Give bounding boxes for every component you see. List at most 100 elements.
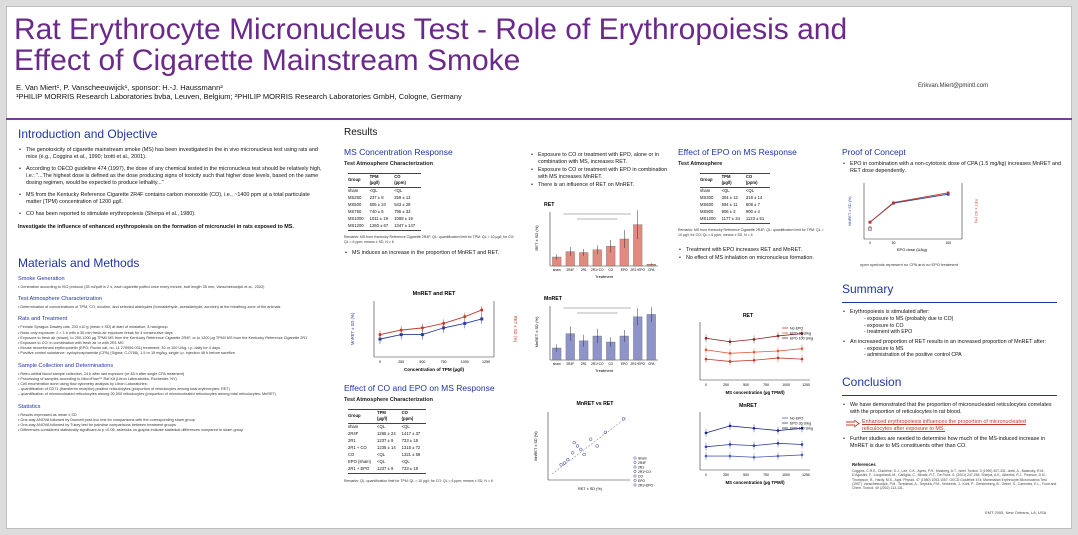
table-header-cell: Group [348, 173, 370, 188]
x-tick-label: sham [553, 268, 561, 272]
table-header-cell: TPM (µg/l) [721, 173, 746, 188]
x-tick-label: 30 [892, 241, 896, 245]
summary-bullet: Erythropoiesis is stimulated after: - ex… [842, 309, 1057, 336]
contact-email[interactable]: Erikvan.Miert@pmintl.com [918, 83, 989, 89]
methods-subheading: Smoke Generation [18, 276, 65, 282]
conclusion-arrow-text: Enhanced erythropoiesis influences the p… [862, 419, 1026, 432]
mnret-point [442, 326, 446, 330]
scatter-point [559, 463, 563, 467]
methods-line: • Determination of concentrations of TPM… [18, 305, 281, 310]
summary-rule [842, 302, 1057, 303]
x-axis-label: RET ± SD (%) [578, 487, 603, 491]
table-cell: 795 ± 33 [394, 209, 411, 214]
table-cell: <QL [369, 188, 378, 193]
data-point [776, 429, 780, 432]
x-tick-label: 1250 [482, 360, 490, 364]
x-tick-label: 2R1+EPO [631, 268, 646, 272]
results-heading: Results [344, 127, 378, 138]
ret-point [463, 315, 467, 319]
y-axis-label: RET ± SD (%) [513, 316, 518, 343]
scatter-point [570, 451, 575, 455]
intro-bullet: MS from the Kentucky Reference Cigarette… [18, 192, 323, 206]
methods-heading: Materials and Methods [18, 256, 140, 270]
table-row: sham <QL <QL [348, 424, 426, 432]
legend-label: 2R1+EPO [638, 484, 653, 488]
table-row: sham <QL <QL [700, 188, 770, 196]
ret-point [946, 191, 950, 195]
epo-ms-bullet: Treatment with EPO increases RET and MnR… [678, 247, 833, 254]
conclusion-bullets-2: Further studies are needed to determine … [842, 436, 1057, 450]
methods-subheading: Rats and Treatment [18, 316, 68, 323]
summary-sublist: - exposure to MS (probably due to CO) - … [850, 316, 1057, 336]
mnret-point [946, 192, 950, 196]
table-cell: 1260 ± 67 [369, 223, 395, 231]
summary-section: Summary Erythropoiesis is stimulated aft… [842, 282, 1057, 362]
ret-point [868, 220, 872, 224]
table-header-cell: Group [348, 409, 378, 424]
summary-sublist: - exposure to MS - administration of the… [850, 346, 1057, 359]
scatter-point [562, 461, 567, 465]
methods-subheading: Test Atmosphere Characterization [18, 296, 102, 303]
conclusion-bullet: We have demonstrated that the proportion… [842, 402, 1057, 416]
proof-heading: Proof of Concept [842, 147, 906, 157]
y-axis-label: MnRET ± SD (%) [848, 196, 852, 226]
table-cell: 1417 ± 37 [401, 431, 421, 436]
table-cell: 608 ± 7 [745, 202, 760, 207]
ms-conc-section: MS Concentration Response Test Atmospher… [344, 147, 524, 262]
mnret-point [420, 333, 424, 337]
table-cell: MS1000 [348, 216, 364, 221]
x-tick-label: 2R4F [566, 268, 574, 272]
table-cell: <QL [745, 188, 754, 193]
intro-section: Introduction and Objective The genotoxic… [18, 127, 328, 231]
control-point [868, 227, 872, 231]
legend-label: No EPO [790, 417, 803, 421]
table-cell: 594 ± 11 [721, 202, 738, 207]
table-row: 2R1 1237 ± 9 733 ± 18 [348, 438, 426, 445]
y-axis-label: MnRET ± SD (%) [534, 316, 539, 347]
summary-subitem: - exposure to MS [864, 345, 904, 352]
table-cell: 1347 ± 147 [394, 223, 422, 231]
x-axis-label: Concentration of TPM (µg/l) [404, 367, 465, 372]
summary-subitem: - treatment with EPO [864, 329, 913, 335]
co-epo-section: Effect of CO and EPO on MS Response Test… [344, 383, 524, 484]
table-cell: 237 ± 8 [369, 195, 384, 200]
scatter-point [595, 444, 599, 448]
ms-conc-bullets: MS induces an increase in the proportion… [344, 250, 524, 257]
legend-marker [633, 456, 637, 460]
ret-point [399, 328, 403, 332]
intro-bullet: The genotoxicity of cigarette mainstream… [18, 147, 323, 161]
data-point [728, 454, 732, 458]
x-tick-label: EPO [621, 268, 628, 272]
data-point [800, 332, 804, 335]
references-text: Coggins, C.R.E., Duchêne, D.J., Lee, C.K… [852, 469, 1057, 491]
double-arrow-icon [846, 420, 860, 428]
objective: Investigate the influence of enhanced er… [18, 224, 294, 230]
table-header-cell: CO (ppm) [745, 173, 771, 188]
x-tick-label: 2R1+CO [591, 268, 604, 272]
epo-mnret-line-chart: MnRET 0 250 500 750 1000 1250 MS concentration … [699, 403, 813, 485]
legend-label: EPO [638, 479, 645, 483]
ret-point [892, 201, 895, 204]
co-epo-remarks: Remarks: QL: quantification limit for TP… [344, 479, 493, 483]
x-tick-label: 500 [743, 383, 749, 387]
table-row: MS500 505 ± 24 543 ± 28 [348, 202, 421, 209]
y-axis-label: MnRET ± SD (%) [350, 312, 355, 345]
table-cell: <QL [377, 459, 386, 464]
data-point [728, 360, 732, 363]
legend-label: 2R1 [638, 466, 644, 470]
data-point [704, 431, 708, 435]
data-point [800, 426, 804, 430]
ms-conc-table-title: Test Atmosphere Characterization [344, 161, 433, 167]
x-axis-label: MS concentration (µg TPM/l) [725, 480, 785, 485]
data-point [752, 426, 756, 430]
x-tick-label: CO [608, 362, 613, 366]
co-epo-bullet: Exposure to CO or treatment with EPO in … [530, 167, 670, 181]
legend-label: 2R4F [638, 461, 646, 465]
legend-label: 2R1+CO [638, 470, 651, 474]
legend-label: CO [638, 475, 643, 479]
table-header-cell: TPM (µg/l) [377, 409, 402, 424]
chart-title: RET [743, 313, 754, 319]
regression-line [551, 417, 627, 475]
table-cell: MS250 [348, 195, 362, 200]
x-tick-label: CPA [648, 362, 655, 366]
